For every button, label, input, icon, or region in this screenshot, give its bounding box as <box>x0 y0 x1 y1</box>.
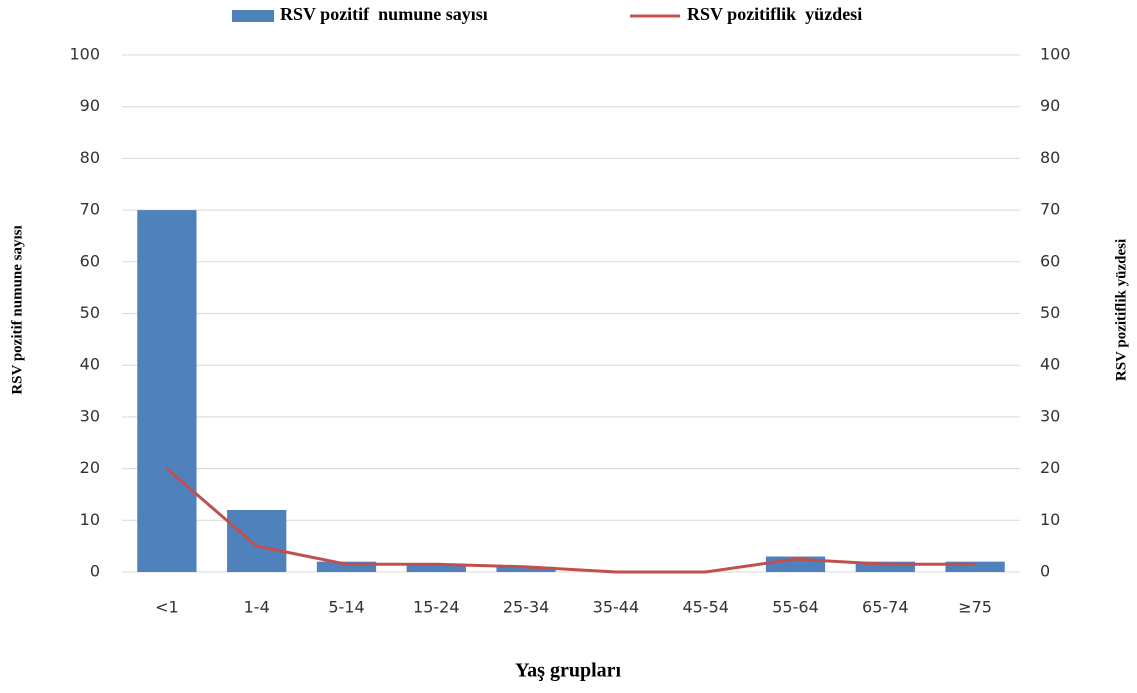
x-tick-label: ≥75 <box>958 598 992 617</box>
y-tick-label: 30 <box>80 406 100 425</box>
x-tick-label: 35-44 <box>593 598 640 617</box>
y2-tick-label: 60 <box>1040 251 1060 270</box>
y-axis-title: RSV pozitif numune sayısı <box>9 225 25 394</box>
y2-axis-title: RSV pozitiflik yüzdesi <box>1113 239 1129 381</box>
y-tick-label: 10 <box>80 510 100 529</box>
y2-tick-label: 70 <box>1040 200 1060 219</box>
x-tick-label: <1 <box>155 598 179 617</box>
bar <box>316 561 377 572</box>
legend-label: RSV pozitiflik yüzdesi <box>687 4 862 24</box>
y2-tick-label: 10 <box>1040 510 1060 529</box>
y-tick-label: 20 <box>80 458 100 477</box>
legend-swatch <box>232 10 274 22</box>
y-tick-label: 90 <box>80 96 100 115</box>
y-tick-label: 100 <box>69 45 100 64</box>
bar <box>945 561 1005 572</box>
line <box>165 467 976 574</box>
x-tick-label: 65-74 <box>862 598 909 617</box>
x-tick-label: 15-24 <box>413 598 460 617</box>
bar <box>855 561 915 572</box>
x-tick-label: 5-14 <box>328 598 364 617</box>
x-tick-label: 1-4 <box>244 598 270 617</box>
y-tick-label: 80 <box>80 148 100 167</box>
legend-label: RSV pozitif numune sayısı <box>280 4 488 24</box>
y2-tick-label: 90 <box>1040 96 1060 115</box>
x-tick-label: 55-64 <box>772 598 819 617</box>
bar <box>496 566 556 572</box>
bar <box>227 509 287 572</box>
y2-tick-label: 20 <box>1040 458 1060 477</box>
y2-tick-label: 50 <box>1040 303 1060 322</box>
y2-tick-label: 0 <box>1040 562 1050 581</box>
x-tick-label: 45-54 <box>682 598 729 617</box>
y-tick-label: 50 <box>80 303 100 322</box>
y2-tick-label: 100 <box>1040 45 1071 64</box>
y2-tick-label: 30 <box>1040 406 1060 425</box>
y-tick-label: 70 <box>80 200 100 219</box>
bar <box>137 210 197 572</box>
x-axis-title: Yaş grupları <box>515 660 622 682</box>
y2-tick-label: 80 <box>1040 148 1060 167</box>
y-tick-label: 40 <box>80 355 100 374</box>
y2-tick-label: 40 <box>1040 355 1060 374</box>
bar <box>406 564 466 572</box>
x-tick-label: 25-34 <box>503 598 550 617</box>
y-tick-label: 0 <box>90 562 100 581</box>
y-tick-label: 60 <box>80 251 100 270</box>
